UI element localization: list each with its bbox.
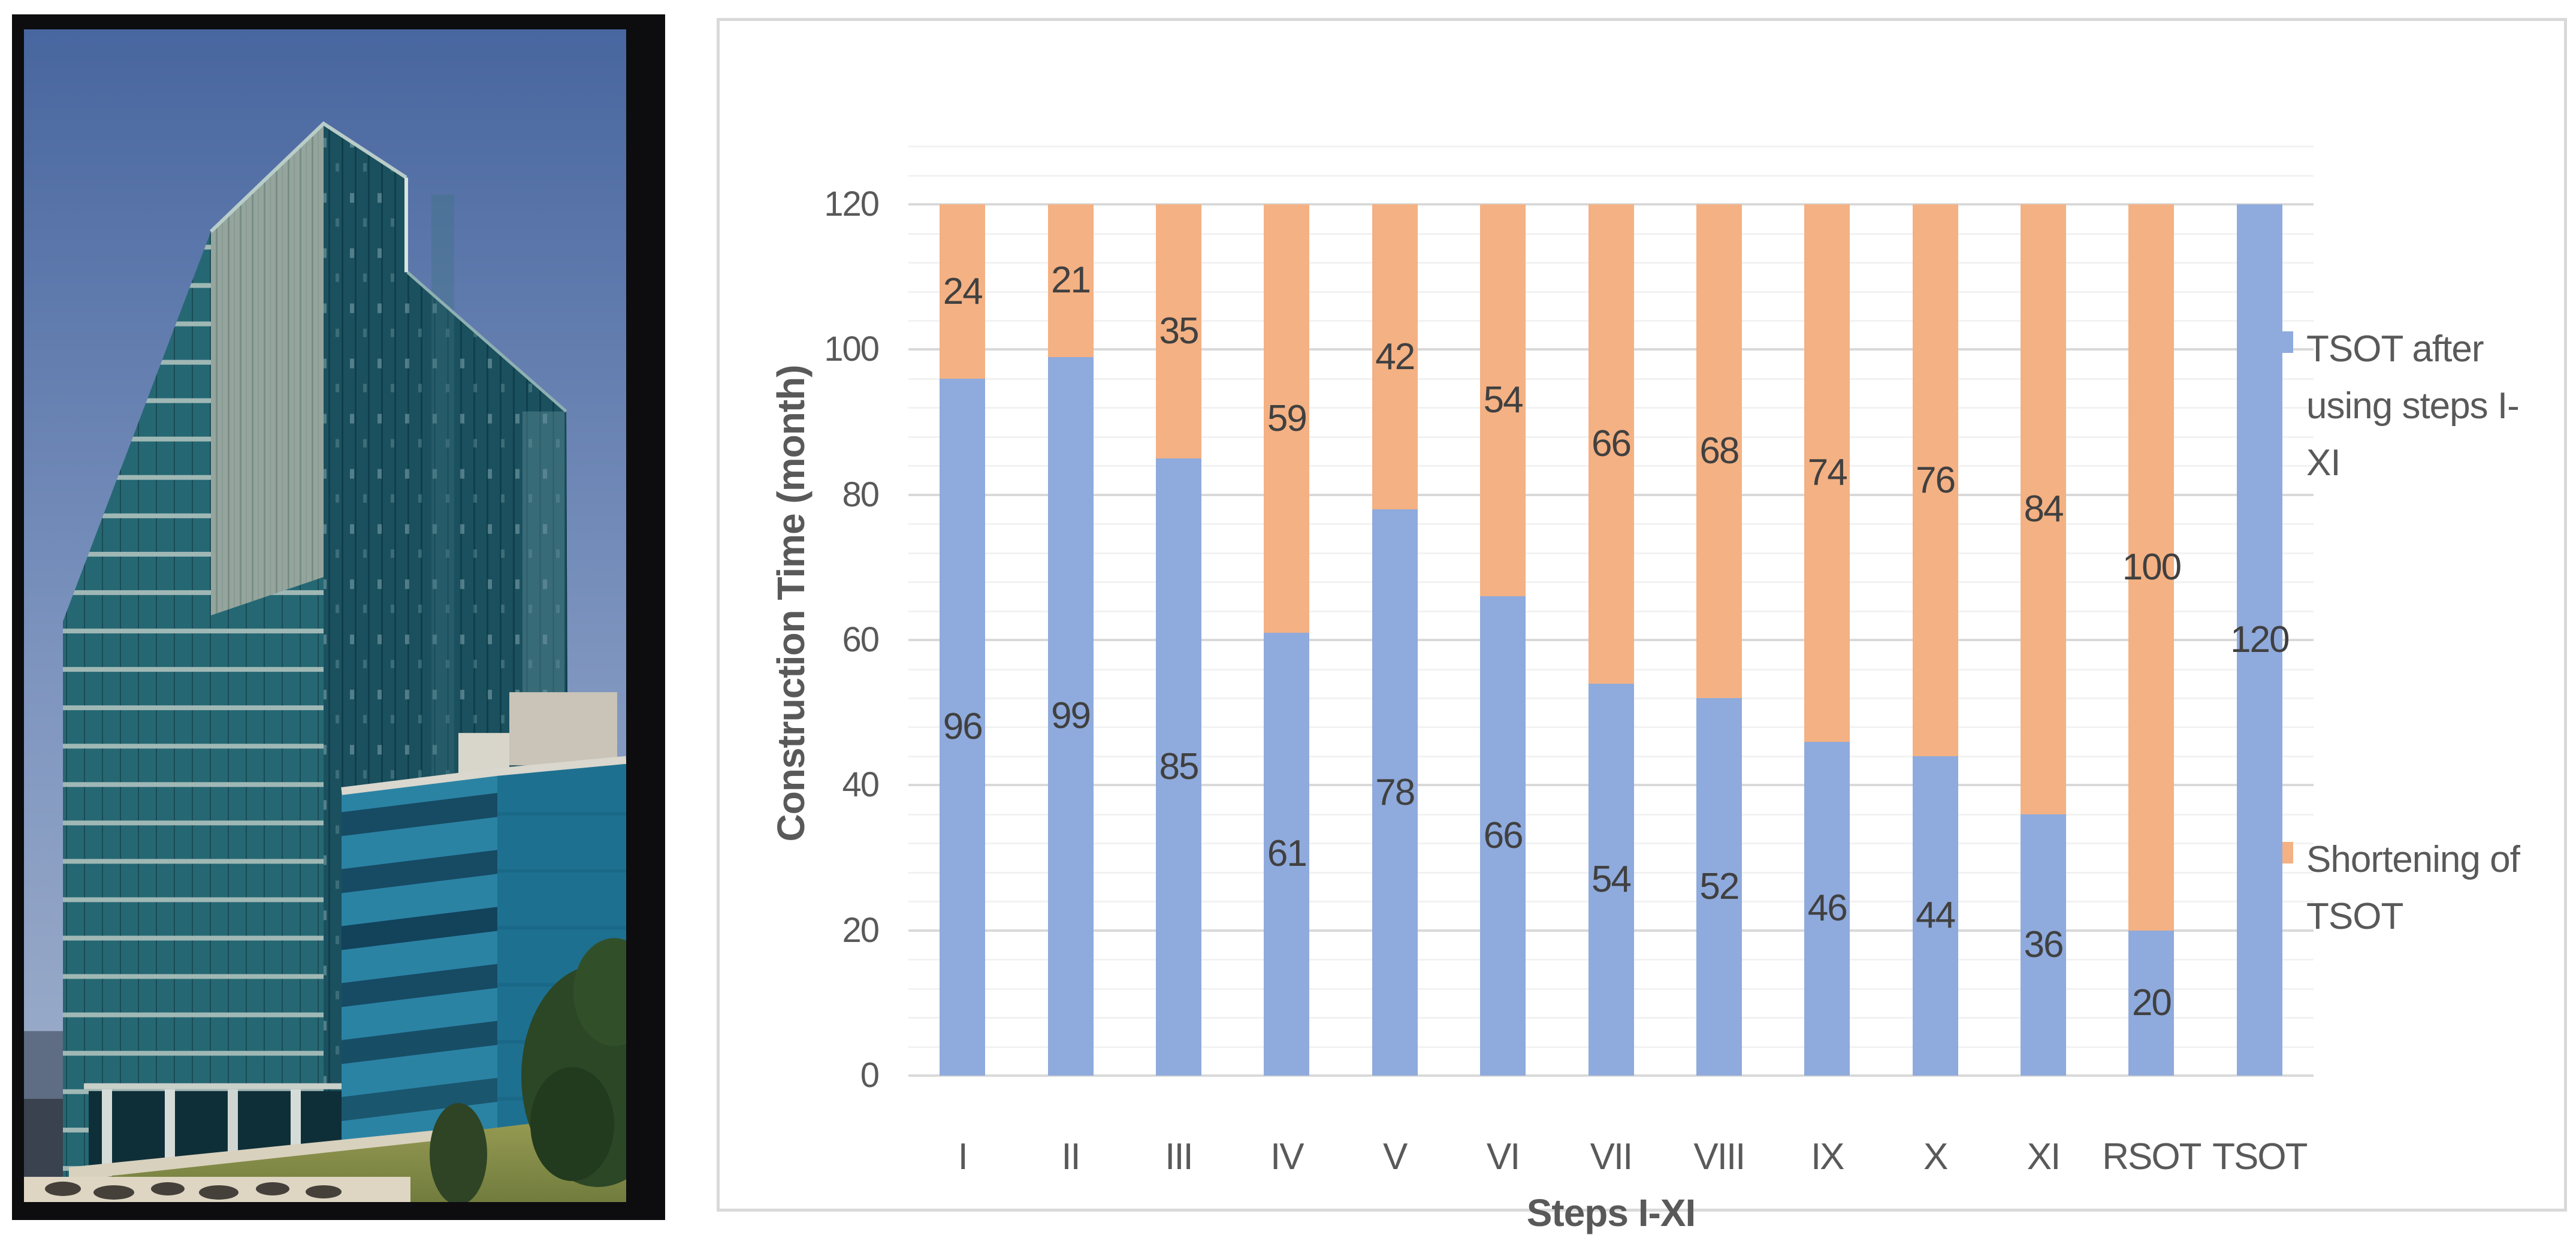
plot-area: 96 24 99 21 85 35 61 59 78 42 66 54 54 66 52 68 46 74 44 76… [908, 132, 2314, 1077]
bar-IV-tsot [1264, 632, 1310, 1076]
x-category-label-VIII: VIII [1693, 1136, 1745, 1177]
legend-item-tsot-after: TSOT after using steps I-XI [2272, 321, 2523, 491]
building-photo [12, 14, 665, 1220]
bar-RSOT-tsot [2128, 930, 2175, 1076]
bar-II-shortening [1047, 204, 1094, 357]
roof-structure [509, 692, 617, 766]
data-label: 96 [943, 706, 983, 748]
shrub [430, 1103, 487, 1202]
bar-IX-tsot [1804, 741, 1850, 1076]
data-label: 44 [1916, 895, 1956, 937]
data-label: 54 [1591, 858, 1632, 900]
y-tick-label: 60 [842, 620, 880, 660]
x-category-label-V: V [1383, 1136, 1408, 1177]
minor-gridline [908, 174, 2314, 177]
data-label: 59 [1267, 397, 1307, 439]
data-label: 46 [1807, 887, 1848, 929]
data-label: 74 [1807, 452, 1848, 494]
data-label: 24 [943, 270, 983, 312]
data-label: 76 [1916, 459, 1956, 501]
x-category-label-TSOT: TSOT [2212, 1136, 2308, 1177]
construction-time-chart: 96 24 99 21 85 35 61 59 78 42 66 54 54 66 52 68 46 74 44 76… [717, 18, 2567, 1234]
bar-XI-tsot [2021, 814, 2067, 1076]
data-label: 85 [1159, 746, 1199, 788]
bar-VIII-shortening [1696, 204, 1742, 698]
data-label: 100 [2122, 546, 2182, 588]
bar-TSOT-tsot [2236, 204, 2282, 1076]
data-label: 21 [1051, 259, 1091, 301]
x-category-label-XI: XI [2027, 1136, 2061, 1177]
y-axis-title: Construction Time (month) [769, 365, 813, 842]
x-category-label-II: II [1061, 1136, 1080, 1177]
x-category-label-I: I [958, 1136, 968, 1177]
bar-V-shortening [1372, 204, 1418, 509]
bar-X-tsot [1912, 756, 1958, 1076]
legend-item-shortening: Shortening of TSOT [2272, 831, 2523, 945]
data-label: 78 [1375, 771, 1415, 813]
data-label: 66 [1483, 815, 1524, 857]
data-label: 61 [1267, 833, 1307, 875]
bar-RSOT-shortening [2128, 204, 2175, 931]
bar-X-shortening [1912, 204, 1958, 756]
legend: TSOT after using steps I-XI Shortening o… [2272, 21, 2529, 1209]
path [69, 1127, 467, 1180]
bar-IV-shortening [1264, 204, 1310, 633]
bar-I-shortening [940, 204, 986, 379]
data-label: 54 [1483, 379, 1524, 421]
legend-label: Shortening of TSOT [2306, 839, 2520, 937]
data-label: 35 [1159, 310, 1199, 352]
bar-II-tsot [1047, 357, 1094, 1076]
x-axis-title: Steps I-XI [1526, 1191, 1696, 1234]
data-label: 68 [1699, 430, 1740, 472]
bar-V-tsot [1372, 509, 1418, 1076]
data-label: 42 [1375, 336, 1415, 378]
major-gridline [908, 1074, 2314, 1077]
x-category-label-RSOT: RSOT [2102, 1136, 2201, 1177]
x-category-label-VII: VII [1590, 1136, 1633, 1177]
y-tick-label: 120 [824, 185, 880, 224]
data-label: 66 [1591, 422, 1632, 464]
bar-VIII-tsot [1696, 698, 1742, 1076]
bar-VI-shortening [1480, 204, 1526, 597]
data-label: 84 [2024, 488, 2064, 530]
minor-gridline [908, 146, 2314, 148]
bar-VII-tsot [1588, 683, 1634, 1076]
y-tick-label: 80 [842, 475, 880, 514]
bar-VI-tsot [1480, 596, 1526, 1076]
building-photo-art [12, 14, 665, 1220]
x-category-label-III: III [1165, 1136, 1194, 1177]
legend-label: TSOT after using steps I-XI [2306, 328, 2520, 484]
data-label: 120 [2230, 619, 2290, 661]
bar-XI-shortening [2021, 204, 2067, 814]
y-tick-label: 0 [860, 1056, 880, 1095]
x-category-label-IV: IV [1270, 1136, 1304, 1177]
bar-I-tsot [940, 378, 986, 1076]
bar-III-tsot [1155, 458, 1201, 1076]
y-tick-label: 40 [842, 765, 880, 805]
data-label: 36 [2024, 923, 2064, 965]
x-category-label-X: X [1923, 1136, 1948, 1177]
bar-VII-shortening [1588, 204, 1634, 684]
data-label: 52 [1699, 866, 1740, 907]
bar-IX-shortening [1804, 204, 1850, 742]
y-tick-label: 100 [824, 330, 880, 369]
y-tick-label: 20 [842, 910, 880, 950]
data-label: 20 [2131, 982, 2172, 1023]
x-category-label-VI: VI [1486, 1136, 1521, 1177]
bar-III-shortening [1155, 204, 1201, 459]
tree [521, 938, 626, 1187]
x-category-label-IX: IX [1810, 1136, 1845, 1177]
data-label: 99 [1051, 695, 1091, 737]
